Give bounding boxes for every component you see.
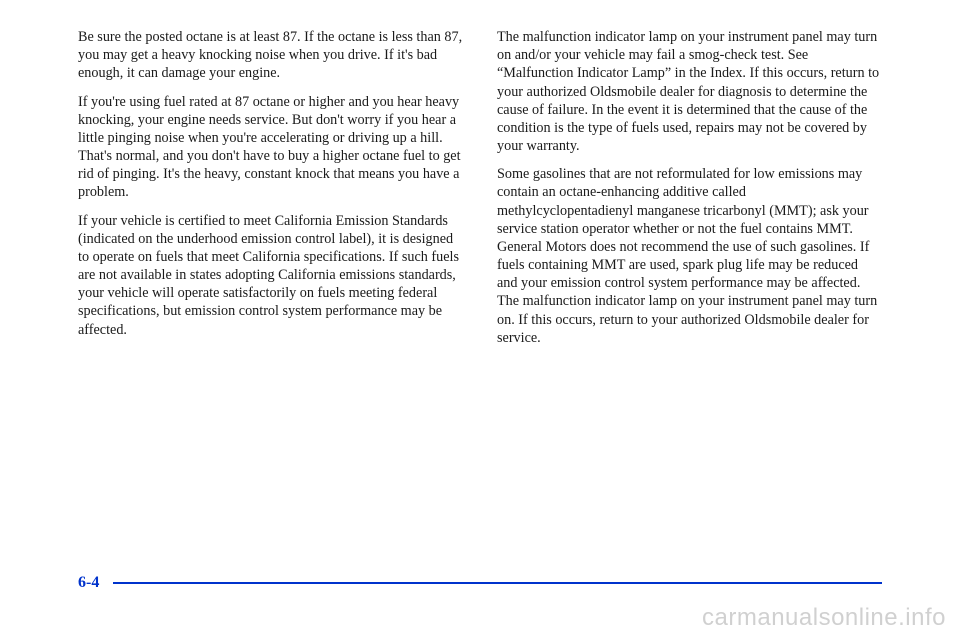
footer: 6-4: [78, 574, 882, 592]
left-column: Be sure the posted octane is at least 87…: [78, 28, 463, 357]
watermark-text: carmanualsonline.info: [702, 604, 946, 632]
paragraph: If you're using fuel rated at 87 octane …: [78, 93, 463, 202]
paragraph: If your vehicle is certified to meet Cal…: [78, 212, 463, 339]
footer-rule: [113, 582, 882, 584]
page-body: Be sure the posted octane is at least 87…: [0, 0, 960, 357]
paragraph: Some gasolines that are not reformulated…: [497, 165, 882, 347]
paragraph: The malfunction indicator lamp on your i…: [497, 28, 882, 155]
paragraph: Be sure the posted octane is at least 87…: [78, 28, 463, 83]
right-column: The malfunction indicator lamp on your i…: [497, 28, 882, 357]
page-number: 6-4: [78, 574, 99, 592]
